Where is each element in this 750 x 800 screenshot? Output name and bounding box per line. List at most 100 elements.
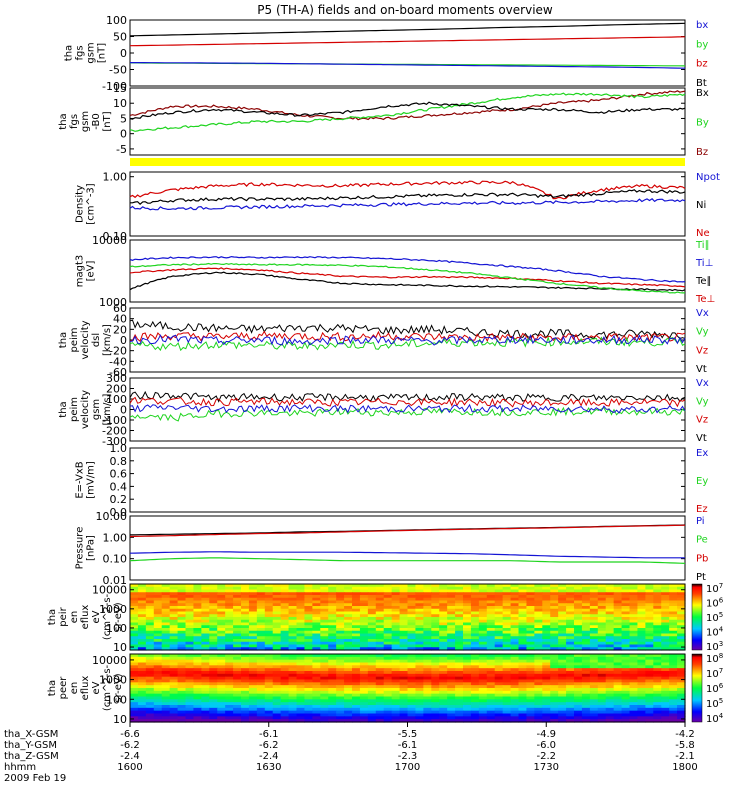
series-bx: [129, 101, 686, 120]
colorbar-tick: 104: [706, 626, 724, 639]
x-tick-label: 1600: [117, 762, 142, 773]
panel-frame: [129, 239, 686, 303]
y-axis-label: tha: [64, 45, 75, 61]
y-tick-label: -100: [102, 414, 127, 427]
y-tick-label: 10: [113, 97, 127, 110]
legend-vx: Vx: [696, 378, 709, 389]
x-tick-label: 1730: [534, 762, 559, 773]
panel-8: 10.00 1.00 0.10 0.01 Pressure [nPa] Pi Pe Pb Pt: [75, 510, 709, 587]
y-axis-label: sr-eV): [113, 602, 124, 631]
y-tick-label: 0.8: [110, 455, 128, 468]
y-axis-label: tha: [58, 332, 69, 348]
x-tick-label: -6.2: [120, 740, 140, 751]
x-tick-label: -2.4: [120, 751, 140, 762]
y-tick-label: 50: [113, 31, 127, 44]
colorbar-tick: 105: [706, 697, 723, 710]
series-te⊥: [129, 267, 686, 288]
x-row-label: tha_Y-GSM: [4, 740, 57, 751]
y-tick-label: 5: [120, 112, 127, 125]
y-axis-label: [nT]: [102, 111, 113, 131]
legend-bx: Bx: [696, 88, 709, 99]
y-tick-label: 0.10: [103, 230, 128, 243]
y-tick-label: 10000: [92, 654, 127, 667]
legend-ti∥: Ti∥: [695, 240, 710, 251]
y-axis-label: Pressure: [75, 527, 86, 570]
colorbar-tick: 108: [706, 652, 723, 665]
y-tick-label: 10.00: [96, 510, 128, 523]
x-tick-label: -5.8: [675, 740, 695, 751]
y-axis-label: sr-eV): [113, 673, 124, 702]
colorbar-tick: 106: [706, 682, 724, 695]
y-axis-label: fgs: [69, 114, 80, 129]
y-tick-label: 0.0: [110, 506, 128, 519]
legend-pi: Pi: [696, 516, 705, 527]
series-vt: [129, 390, 686, 403]
plot-title: P5 (TH-A) fields and on-board moments ov…: [257, 3, 553, 17]
colorbar-tick: 107: [706, 582, 723, 595]
y-tick-label: 0: [120, 334, 127, 347]
series-ne: [129, 180, 686, 200]
y-tick-label: -300: [102, 435, 127, 448]
legend-by: By: [696, 118, 709, 129]
y-tick-label: -5: [116, 143, 127, 156]
y-axis-label: gsm: [86, 42, 97, 63]
x-tick-label: 1630: [256, 762, 281, 773]
y-axis-label: tha: [47, 680, 58, 696]
legend-bz: bz: [696, 59, 708, 70]
panel-1: 100 50 0 -50 -100 tha fgs gsm [nT] bx by bz Bt: [64, 14, 709, 93]
legend-pb: Pb: [696, 553, 708, 564]
y-axis-label: gsm: [91, 399, 102, 420]
panel-frame: [129, 583, 686, 651]
y-tick-label: 1.00: [103, 171, 128, 184]
legend-bx: bx: [696, 20, 708, 31]
y-tick-label: 60: [113, 302, 127, 315]
x-row-label: tha_Z-GSM: [4, 751, 59, 762]
x-row-label: tha_X-GSM: [4, 729, 58, 740]
x-tick-label: -2.2: [536, 751, 556, 762]
series-ni: [130, 189, 686, 206]
y-axis-label: peim: [69, 397, 80, 422]
y-axis-label: [nT]: [97, 43, 108, 63]
series-ti⊥: [129, 255, 686, 283]
legend-vy: Vy: [696, 327, 709, 338]
y-tick-label: 0.10: [103, 553, 128, 566]
series-te∥: [129, 271, 686, 292]
x-tick-label: -6.0: [536, 740, 556, 751]
legend-by: by: [696, 39, 708, 50]
panel-frame: [129, 87, 686, 156]
y-axis-label: en: [69, 611, 80, 624]
y-tick-label: 20: [113, 323, 127, 336]
y-tick-label: 100: [106, 622, 127, 635]
date-label: 2009 Feb 19: [4, 773, 66, 784]
series-vy: [129, 406, 686, 422]
y-tick-label: 0: [120, 404, 127, 417]
series-bz: [129, 36, 686, 47]
y-axis-label: fgs: [75, 45, 86, 60]
legend-bt: Bt: [696, 78, 707, 89]
y-axis-label: tha: [47, 609, 58, 625]
x-tick-label: -6.1: [259, 729, 279, 740]
series-vy: [129, 336, 686, 352]
x-tick-label: -4.9: [536, 729, 556, 740]
y-tick-label: -60: [109, 366, 127, 379]
y-axis-label: [eV]: [86, 261, 97, 282]
y-axis-label: E=-VxB: [75, 461, 86, 498]
y-tick-label: 10: [113, 641, 127, 654]
legend-vt: Vt: [696, 433, 707, 444]
x-tick-label: 1800: [672, 762, 697, 773]
y-tick-label: 1000: [99, 296, 127, 309]
y-tick-label: -50: [109, 64, 127, 77]
y-tick-label: 0: [120, 128, 127, 141]
legend-te∥: Te∥: [695, 276, 712, 287]
y-axis-label: [km/s]: [102, 393, 113, 425]
series-pi: [129, 551, 685, 559]
y-axis-label: [cm^-3]: [86, 183, 97, 224]
y-tick-label: 100: [106, 14, 127, 27]
legend-vy: Vy: [696, 396, 709, 407]
y-tick-label: 1000: [99, 603, 127, 616]
x-tick-label: -2.1: [675, 751, 695, 762]
x-tick-label: -2.4: [259, 751, 279, 762]
y-axis-label: gsm: [80, 111, 91, 132]
